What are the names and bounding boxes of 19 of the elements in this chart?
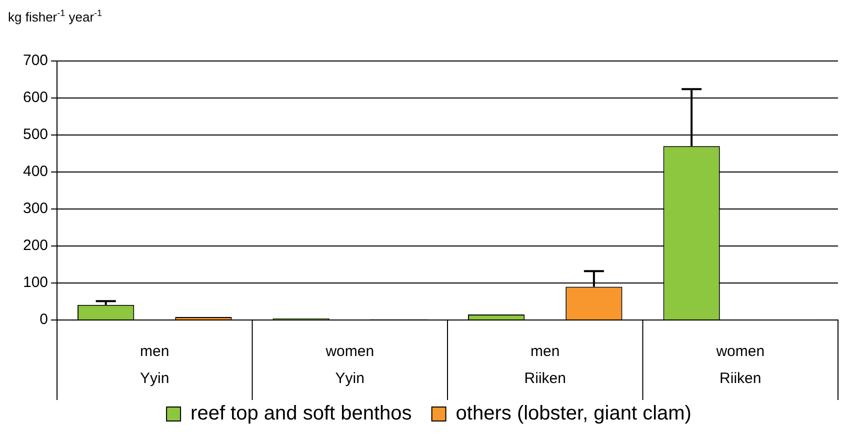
text: Yyin [335,370,364,388]
x-tick-label: men [140,343,170,360]
x-tick-label: women [715,343,765,360]
y-tick-label: 400 [22,163,48,180]
y-tick-label: 200 [22,237,48,254]
x-tick-label: men [530,343,560,360]
y-axis-title: kg fisher$^{-1}$ year$^{-1}$ [8,8,102,24]
text: Riiken [524,370,566,388]
y-tick-label: 100 [22,274,48,292]
y-tick-label: 300 [22,200,48,218]
text: Yyin [140,370,170,388]
x-tick-label: women [324,343,374,360]
y-tick-label: 600 [22,89,48,106]
legend-label: others (lobster, giant clam) [456,402,692,425]
y-tick-label: 700 [22,52,48,70]
y-tick-label: 500 [22,126,48,144]
text: Riiken [720,370,762,388]
y-tick-label: 0 [40,311,48,328]
legend-label: reef top and soft benthos [190,402,412,425]
